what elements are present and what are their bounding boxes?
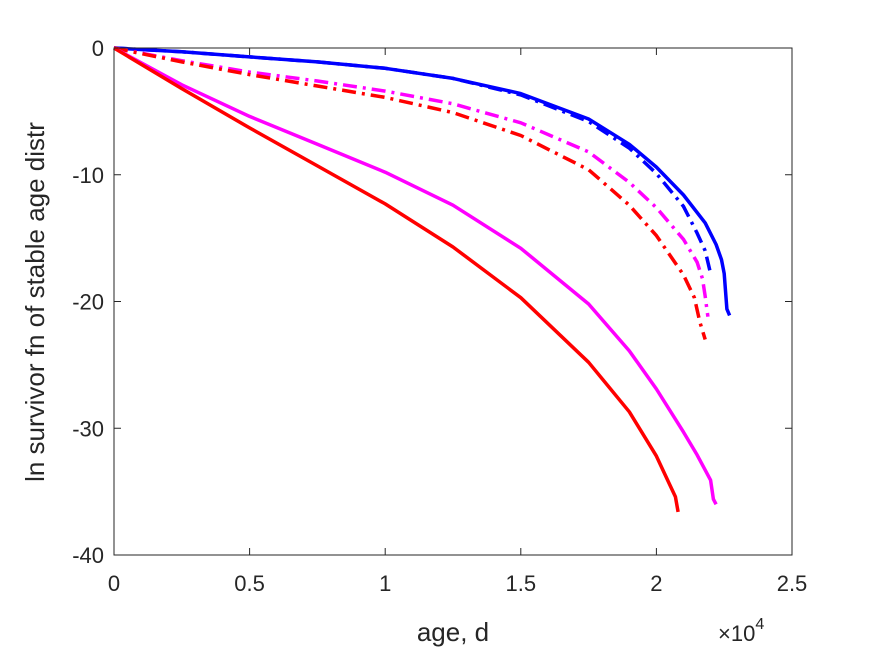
y-tick-label: -30 [72, 416, 104, 441]
series-layer [113, 46, 732, 513]
x-tick-label: 0 [108, 571, 120, 596]
x-tick-label: 1 [379, 571, 391, 596]
x-tick-label: 2.5 [777, 571, 808, 596]
y-axis-label: ln survivor fn of stable age distr [20, 122, 50, 482]
y-tick-labels: 0 -10 -20 -30 -40 [72, 36, 104, 568]
series-line-2 [113, 46, 713, 275]
x-axis-multiplier: ×104 [718, 616, 764, 646]
y-tick-label: -40 [72, 543, 104, 568]
x-tick-labels: 0 0.5 1 1.5 2 2.5 [108, 571, 807, 596]
x-tick-label: 2 [650, 571, 662, 596]
tick-layer [113, 47, 793, 556]
series-line-5 [113, 46, 718, 506]
x-axis-multiplier-exponent: 4 [755, 616, 764, 633]
y-tick-label: -10 [72, 163, 104, 188]
y-tick-label: -20 [72, 290, 104, 315]
series-line-6 [113, 46, 680, 513]
y-tick-label: 0 [92, 36, 104, 61]
x-tick-label: 1.5 [506, 571, 537, 596]
x-axis-label: age, d [417, 617, 489, 647]
plot-background [114, 48, 792, 555]
x-tick-label: 0.5 [234, 571, 265, 596]
series-line-4 [113, 46, 707, 341]
x-axis-multiplier-base: ×10 [718, 621, 755, 646]
